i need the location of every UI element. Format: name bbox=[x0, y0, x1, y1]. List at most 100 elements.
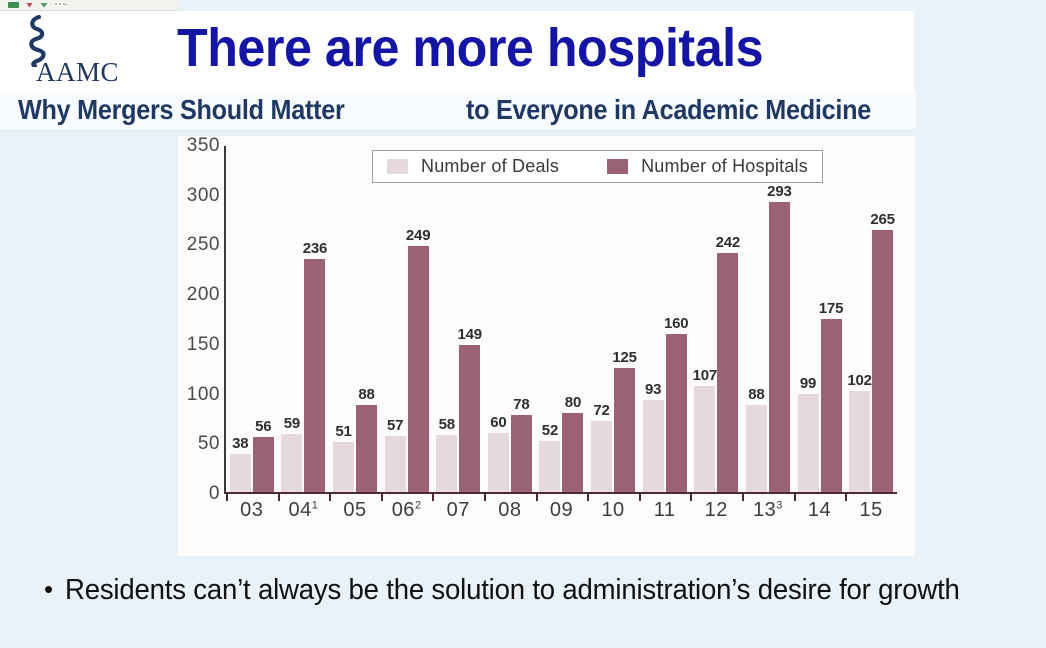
title-band: There are more hospitals bbox=[167, 11, 914, 91]
bar-value-label: 265 bbox=[870, 211, 895, 229]
y-axis-tick-label: 200 bbox=[186, 284, 220, 306]
bar-deals[interactable]: 58 bbox=[436, 416, 458, 492]
bar-hospitals[interactable]: 236 bbox=[303, 240, 327, 492]
x-axis-tick-mark bbox=[226, 492, 228, 501]
bar-value-label: 56 bbox=[255, 417, 272, 435]
legend-label-deals: Number of Deals bbox=[421, 156, 560, 176]
y-axis-tick-label: 50 bbox=[197, 433, 220, 455]
spreadsheet-icon[interactable] bbox=[8, 2, 19, 8]
x-axis-tick-mark bbox=[484, 492, 487, 501]
bullet-list: • Residents can’t always be the solution… bbox=[44, 572, 1024, 608]
x-axis-tick-label: 03 bbox=[240, 499, 264, 521]
page-title: There are more hospitals bbox=[177, 18, 764, 78]
x-axis-tick-mark bbox=[380, 492, 383, 501]
bar-deals[interactable]: 102 bbox=[847, 372, 872, 492]
x-axis-tick-label: 12 bbox=[704, 499, 728, 521]
caduceus-serpent-icon bbox=[29, 15, 46, 67]
bar-group: 88 293 bbox=[742, 146, 794, 501]
bar-group: 51 88 bbox=[329, 146, 381, 501]
bar-deals[interactable]: 93 bbox=[642, 381, 664, 492]
x-axis-tick-label: 07 bbox=[446, 499, 470, 521]
legend-item-deals[interactable]: Number of Deals bbox=[387, 156, 559, 177]
bar-hospitals[interactable]: 125 bbox=[612, 349, 637, 492]
bar-value-label: 242 bbox=[715, 233, 741, 251]
subtitle-part-2: to Everyone in Academic Medicine bbox=[466, 94, 871, 125]
bar-value-label: 88 bbox=[358, 386, 375, 404]
bar-value-label: 57 bbox=[386, 416, 404, 434]
x-axis-footnote-marker: 3 bbox=[776, 499, 783, 512]
legend-swatch-deals-icon bbox=[387, 159, 408, 174]
bar-value-label: 175 bbox=[818, 300, 844, 317]
bar-deals[interactable]: 57 bbox=[384, 417, 406, 492]
bar-groups: 38 56 59 236 51 88 57 249 58 149 60 78 52 80 72 125 93 16… bbox=[226, 146, 897, 501]
bar-value-label: 107 bbox=[692, 367, 718, 385]
y-axis-ticks: 0 50 100 150 200 250 300 350 bbox=[180, 135, 220, 504]
x-axis-tick-label: 08 bbox=[498, 499, 522, 521]
bar-value-label: 93 bbox=[645, 381, 662, 399]
bar-value-label: 58 bbox=[438, 415, 456, 433]
bar-group: 57 249 bbox=[380, 146, 433, 501]
bar-hospitals[interactable]: 80 bbox=[562, 394, 584, 492]
x-axis-tick-mark bbox=[793, 492, 796, 501]
x-axis-tick-mark bbox=[845, 492, 848, 501]
bar-hospitals[interactable]: 175 bbox=[819, 300, 843, 492]
bar-hospitals[interactable]: 88 bbox=[356, 386, 378, 492]
bar-deals[interactable]: 51 bbox=[333, 423, 355, 492]
x-axis-tick-label: 062 bbox=[391, 499, 422, 521]
bar-value-label: 249 bbox=[405, 226, 431, 244]
x-axis-tick-mark bbox=[638, 492, 641, 501]
bullet-marker-icon: • bbox=[44, 574, 54, 604]
subtitle-band: Why Mergers Should Matter to Everyone in… bbox=[0, 91, 916, 129]
bar-hospitals[interactable]: 265 bbox=[870, 211, 895, 492]
bar-deals[interactable]: 107 bbox=[693, 367, 717, 492]
bar-group: 60 78 bbox=[484, 146, 536, 501]
bar-value-label: 99 bbox=[799, 375, 817, 393]
bar-hospitals[interactable]: 56 bbox=[252, 418, 274, 492]
bar-value-label: 51 bbox=[335, 422, 352, 440]
bar-hospitals[interactable]: 149 bbox=[458, 326, 482, 492]
red-dropdown-icon[interactable] bbox=[26, 2, 33, 8]
y-axis-tick-label: 300 bbox=[186, 184, 220, 206]
bar-deals[interactable]: 72 bbox=[591, 402, 613, 492]
x-axis-tick-mark bbox=[742, 492, 745, 501]
bar-group: 99 175 bbox=[793, 146, 846, 501]
bar-deals[interactable]: 99 bbox=[797, 375, 819, 492]
bar-value-label: 149 bbox=[457, 325, 483, 343]
bar-value-label: 59 bbox=[283, 414, 301, 432]
bar-hospitals[interactable]: 249 bbox=[406, 227, 431, 492]
bar-value-label: 80 bbox=[564, 393, 582, 411]
bar-value-label: 78 bbox=[513, 395, 530, 413]
bullet-text: Residents can’t always be the solution t… bbox=[65, 574, 960, 606]
bar-hospitals[interactable]: 293 bbox=[767, 183, 792, 492]
bar-value-label: 160 bbox=[663, 314, 689, 332]
x-axis-tick-mark bbox=[329, 492, 332, 501]
bar-deals[interactable]: 52 bbox=[539, 422, 561, 492]
green-dropdown-icon[interactable] bbox=[40, 2, 48, 8]
bar-deals[interactable]: 60 bbox=[487, 414, 509, 492]
legend-swatch-hospitals-icon bbox=[607, 159, 629, 174]
y-axis-tick-label: 250 bbox=[186, 234, 220, 256]
bar-hospitals[interactable]: 78 bbox=[510, 396, 532, 492]
plot-area: 0 50 100 150 200 250 300 350 38 56 59 236 51 88 57 249… bbox=[187, 135, 897, 504]
y-axis-tick-label: 350 bbox=[186, 135, 220, 156]
bar-value-label: 102 bbox=[847, 372, 872, 390]
bar-deals[interactable]: 38 bbox=[229, 435, 251, 492]
bar-value-label: 60 bbox=[490, 413, 507, 431]
x-axis-tick-mark bbox=[690, 492, 693, 501]
bar-value-label: 52 bbox=[541, 421, 559, 439]
bar-value-label: 88 bbox=[748, 386, 765, 404]
more-dots-icon[interactable] bbox=[55, 2, 67, 8]
x-axis-tick-mark bbox=[535, 492, 538, 501]
bar-hospitals[interactable]: 242 bbox=[716, 234, 740, 492]
bar-value-label: 236 bbox=[302, 239, 328, 257]
bar-deals[interactable]: 88 bbox=[745, 386, 767, 492]
legend-item-hospitals[interactable]: Number of Hospitals bbox=[607, 156, 808, 177]
bar-hospitals[interactable]: 160 bbox=[664, 315, 689, 492]
x-axis-tick-label: 11 bbox=[653, 499, 676, 521]
x-axis-tick-mark bbox=[432, 492, 435, 501]
aamc-logo: AAMC bbox=[0, 11, 167, 91]
bar-deals[interactable]: 59 bbox=[281, 415, 303, 492]
x-axis-tick-label: 15 bbox=[859, 499, 883, 521]
bar-group: 38 56 bbox=[226, 146, 278, 501]
bar-value-label: 293 bbox=[767, 183, 792, 201]
